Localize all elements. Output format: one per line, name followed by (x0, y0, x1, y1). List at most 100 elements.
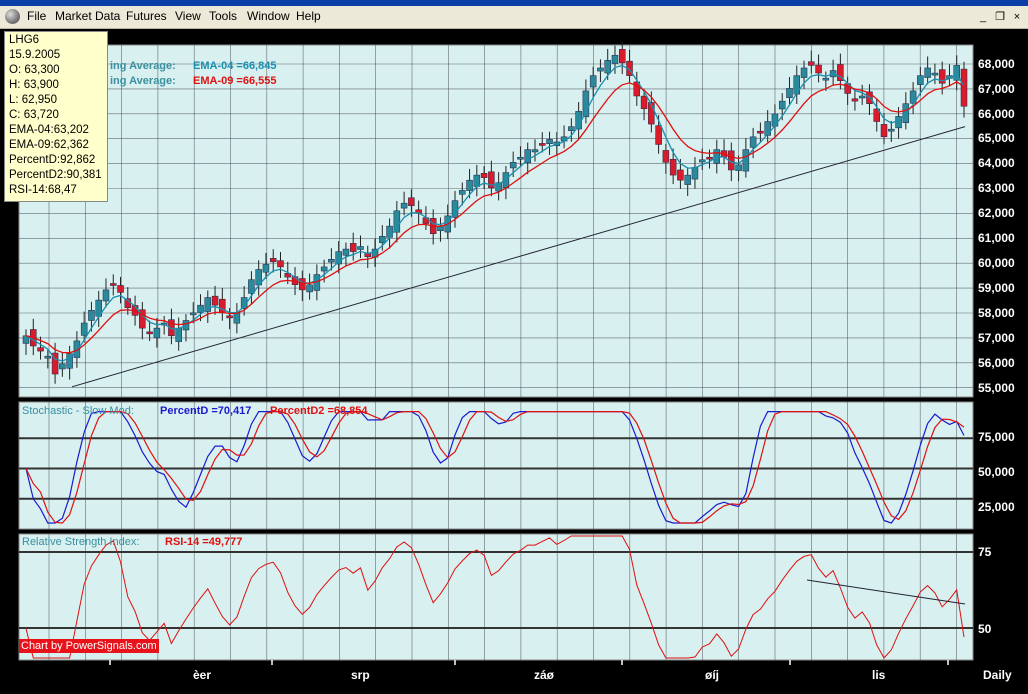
candle-body (226, 315, 233, 319)
candle-body (815, 64, 822, 74)
price-tick: 57,000 (978, 331, 1015, 345)
rsi-divergence-line (806, 579, 966, 605)
candle-body (168, 319, 175, 337)
period-label[interactable]: Daily (983, 668, 1012, 682)
trend-line (71, 126, 966, 388)
stoch-tick: 50,000 (978, 465, 1015, 479)
candle-body (873, 108, 880, 122)
candle-body (698, 159, 706, 163)
menu-help[interactable]: Help (296, 9, 321, 23)
menu-futures[interactable]: Futures (126, 9, 167, 23)
price-tick: 65,000 (978, 131, 1015, 145)
candle-body (117, 285, 124, 293)
app-icon[interactable] (5, 9, 20, 24)
menu-market-data[interactable]: Market Data (55, 9, 121, 23)
candle-body (473, 174, 481, 187)
menu-window[interactable]: Window (247, 9, 290, 23)
candle-body (655, 125, 662, 145)
info-box: LHG6 15.9.2005 O: 63,300 H: 63,900 L: 62… (4, 31, 108, 202)
candle-body (488, 171, 495, 189)
candle-body (262, 264, 270, 273)
candle-body (328, 259, 335, 263)
candle-body (44, 355, 52, 359)
x-tick-label: srp (351, 668, 370, 682)
info-percentd: PercentD:92,862 (9, 154, 96, 166)
candle-body (335, 251, 342, 265)
candle-body (211, 295, 219, 306)
price-tick: 63,000 (978, 181, 1015, 195)
menu-file[interactable]: File (27, 9, 47, 23)
candle-body (393, 210, 401, 233)
candle-body (466, 179, 473, 191)
candle-body (684, 174, 691, 185)
candle-body (764, 121, 771, 136)
price-tick: 55,000 (978, 381, 1015, 395)
candle-body (931, 72, 939, 76)
candle-body (379, 236, 386, 243)
candle-body (808, 61, 815, 66)
stoch-d-label: PercentD =70,417 (160, 405, 252, 417)
candle-body (197, 304, 204, 313)
candle-body (248, 279, 255, 294)
candle-body (277, 260, 284, 268)
candle-body (299, 278, 306, 291)
restore-button[interactable]: ❐ (995, 11, 1005, 23)
candle-body (73, 340, 81, 358)
x-tick-label: øíj (705, 668, 719, 682)
candle-body (669, 159, 677, 176)
stoch-tick: 25,000 (978, 500, 1015, 514)
candle-body (400, 202, 408, 209)
panel-bg-0 (18, 44, 974, 398)
candle-body (662, 150, 670, 163)
credit-badge[interactable]: Chart by PowerSignals.com (19, 639, 159, 653)
close-button[interactable]: × (1013, 11, 1021, 23)
x-tick-label: lis (872, 668, 886, 682)
candle-body (800, 67, 808, 78)
candle-body (735, 164, 742, 171)
candle-body (102, 289, 110, 302)
candle-body (938, 69, 946, 84)
ema4-legend-label: ing Average: (110, 60, 176, 72)
x-tick-label: záø (534, 668, 555, 682)
price-tick: 58,000 (978, 306, 1015, 320)
candle-body (22, 335, 30, 344)
menu-tools[interactable]: Tools (209, 9, 238, 23)
rsi-title: Relative Strength Index: (22, 536, 140, 548)
candle-body (189, 312, 197, 316)
panel-bg-1 (18, 401, 974, 530)
candle-body (880, 124, 888, 138)
title-bar (0, 0, 1028, 6)
candle-body (909, 90, 917, 104)
candle-body (517, 156, 524, 160)
minimize-button[interactable]: _ (979, 11, 987, 23)
candle-body (539, 143, 546, 146)
candle-body (589, 75, 597, 88)
menu-bar: File Market Data Futures View Tools Wind… (0, 6, 1028, 29)
candle-body (408, 197, 415, 206)
candle-body (742, 149, 750, 172)
price-tick: 64,000 (978, 156, 1015, 170)
price-tick: 56,000 (978, 356, 1015, 370)
menu-view[interactable]: View (175, 9, 201, 23)
ema9-legend-value: EMA-09 =66,555 (193, 75, 277, 87)
candle-body (924, 67, 931, 78)
candle-body (888, 128, 895, 132)
candle-body (611, 54, 619, 64)
ema4-legend-value: EMA-04 =66,845 (193, 60, 277, 72)
price-tick: 61,000 (978, 231, 1015, 245)
stoch-title: Stochastic - Slow Mod: (22, 405, 134, 417)
panel-bg-2 (18, 533, 974, 661)
stoch-tick: 75,000 (978, 430, 1015, 444)
candle-body (546, 139, 553, 144)
price-tick: 59,000 (978, 281, 1015, 295)
candle-body (110, 283, 117, 286)
candle-body (822, 77, 830, 81)
ema9-line (25, 81, 965, 354)
candle-body (648, 102, 655, 125)
candle-body (320, 266, 328, 272)
candle-body (80, 322, 88, 336)
candle-body (640, 95, 648, 110)
price-tick: 66,000 (978, 107, 1015, 121)
candle-body (582, 90, 590, 118)
